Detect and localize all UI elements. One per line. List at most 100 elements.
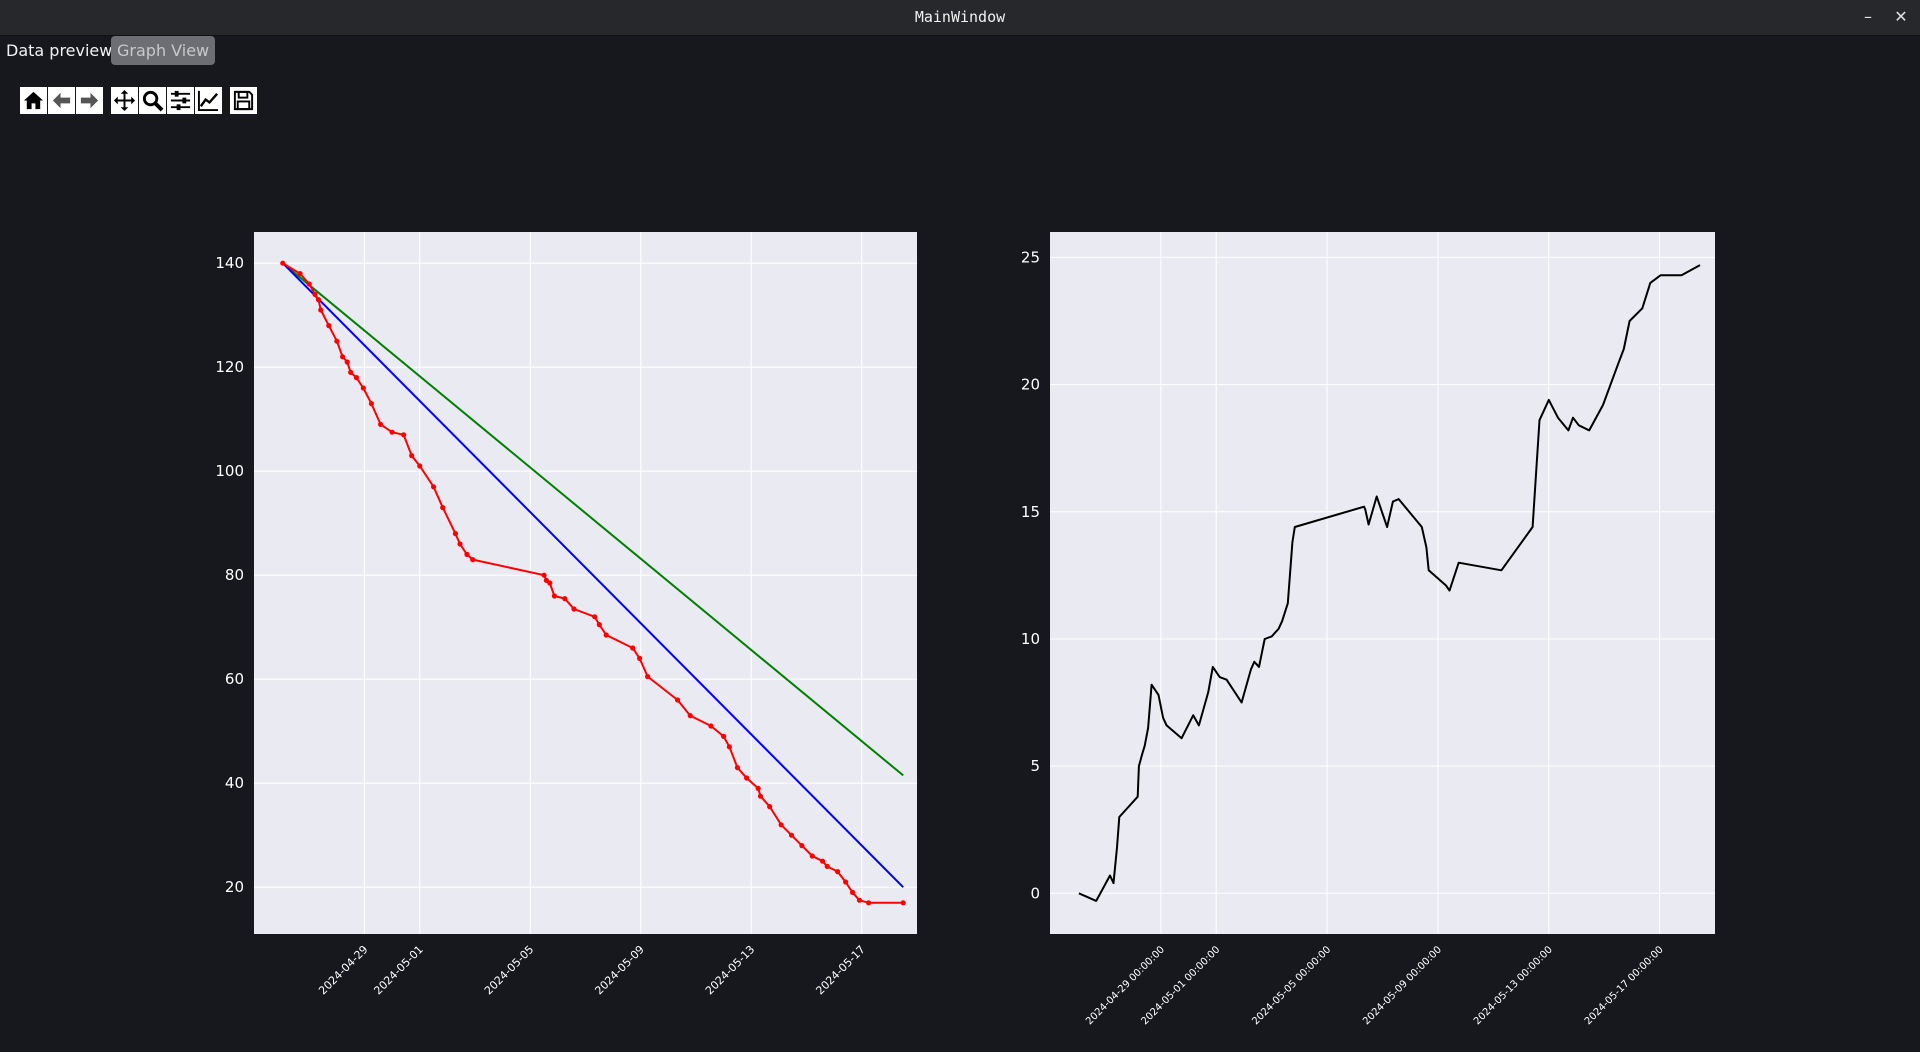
arrow-right-icon xyxy=(80,92,99,109)
data-point xyxy=(312,291,318,297)
x-tick-label: 2024-05-09 xyxy=(592,943,646,997)
data-point xyxy=(344,359,350,365)
tab-graph-view[interactable]: Graph View xyxy=(111,36,216,65)
data-point xyxy=(799,843,805,849)
data-point xyxy=(470,557,476,563)
data-point xyxy=(452,531,459,537)
y-tick-label: 5 xyxy=(1030,757,1040,775)
home-button[interactable] xyxy=(20,87,47,114)
window-titlebar: MainWindow – ✕ xyxy=(0,0,1920,36)
sliders-icon xyxy=(170,90,191,111)
y-tick-label: 20 xyxy=(225,878,244,896)
data-point xyxy=(541,572,547,578)
data-point xyxy=(596,622,602,628)
series-line-1 xyxy=(1078,264,1701,902)
x-tick-label: 2024-05-09 00:00:00 xyxy=(1361,944,1444,1027)
forward-button[interactable] xyxy=(76,87,103,114)
data-point xyxy=(630,645,636,651)
data-point xyxy=(464,551,470,558)
y-tick-label: 0 xyxy=(1030,884,1040,902)
data-point xyxy=(824,863,830,870)
data-point xyxy=(788,832,795,838)
data-point xyxy=(340,354,346,360)
minimize-button[interactable]: – xyxy=(1864,7,1872,26)
data-point xyxy=(547,580,553,586)
y-tick-label: 40 xyxy=(225,774,244,792)
data-point xyxy=(326,323,332,329)
data-point xyxy=(353,375,360,381)
data-point xyxy=(645,674,651,680)
data-point xyxy=(820,858,826,864)
y-tick-label: 60 xyxy=(225,670,244,688)
home-icon xyxy=(23,91,44,110)
data-point xyxy=(592,614,598,620)
x-tick-label: 2024-05-05 xyxy=(482,943,536,997)
data-point xyxy=(334,338,340,344)
back-button[interactable] xyxy=(48,87,75,114)
x-tick-label: 2024-05-17 xyxy=(813,943,867,997)
data-point xyxy=(315,297,322,303)
plot-background xyxy=(254,232,917,934)
save-button[interactable] xyxy=(230,87,257,114)
data-point xyxy=(551,593,558,599)
arrow-left-icon xyxy=(52,92,71,109)
data-point xyxy=(778,822,784,828)
x-tick-label: 2024-05-13 00:00:00 xyxy=(1472,944,1555,1027)
customize-button[interactable] xyxy=(195,87,222,114)
y-tick-label: 100 xyxy=(215,462,244,480)
data-point xyxy=(409,453,415,459)
plot-background xyxy=(1050,232,1715,934)
close-button[interactable]: ✕ xyxy=(1894,7,1908,26)
subplots-button[interactable] xyxy=(167,87,194,114)
x-tick-label: 2024-05-01 xyxy=(371,943,425,997)
data-point xyxy=(849,889,856,896)
data-point xyxy=(734,765,741,771)
y-tick-label: 120 xyxy=(215,358,244,376)
zoom-icon xyxy=(142,90,164,112)
data-point xyxy=(368,401,375,407)
y-tick-label: 20 xyxy=(1021,376,1040,394)
data-point xyxy=(900,900,906,906)
data-point xyxy=(767,804,773,810)
data-point xyxy=(348,369,354,375)
data-point xyxy=(757,793,764,799)
data-point xyxy=(297,271,303,277)
data-point xyxy=(571,606,577,612)
zoom-button[interactable] xyxy=(139,87,166,114)
y-tick-label: 140 xyxy=(215,254,244,272)
save-icon xyxy=(233,90,254,111)
data-point xyxy=(417,463,423,469)
x-tick-label: 2024-05-17 00:00:00 xyxy=(1583,944,1666,1027)
pan-button[interactable] xyxy=(111,87,138,114)
data-point xyxy=(430,484,437,490)
line-chart-icon xyxy=(197,90,219,112)
series-line-2 xyxy=(282,262,904,888)
data-point xyxy=(674,697,681,703)
series-line-1 xyxy=(282,262,904,777)
chart-1: 20 40 60 80 100 120 140 2024-04-29 2024-05-01 202… xyxy=(215,232,917,997)
tab-data-preview[interactable]: Data preview xyxy=(6,41,113,60)
data-point xyxy=(280,260,286,266)
data-point xyxy=(687,713,693,719)
data-point xyxy=(809,853,815,859)
data-point xyxy=(389,429,395,435)
y-tick-label: 15 xyxy=(1021,503,1040,521)
data-point xyxy=(306,281,312,287)
window-title: MainWindow xyxy=(914,8,1006,26)
x-tick-label: 2024-05-05 00:00:00 xyxy=(1250,944,1333,1027)
data-point xyxy=(755,785,761,792)
data-point xyxy=(360,385,366,391)
data-point xyxy=(440,505,446,511)
data-point xyxy=(318,307,324,313)
data-point xyxy=(856,897,863,903)
data-point xyxy=(866,900,872,906)
data-point xyxy=(378,421,384,427)
data-point xyxy=(726,744,732,750)
data-point xyxy=(603,632,609,638)
data-point xyxy=(721,733,727,740)
y-tick-label: 25 xyxy=(1021,248,1040,266)
data-point xyxy=(708,723,714,729)
y-tick-label: 10 xyxy=(1021,630,1040,648)
